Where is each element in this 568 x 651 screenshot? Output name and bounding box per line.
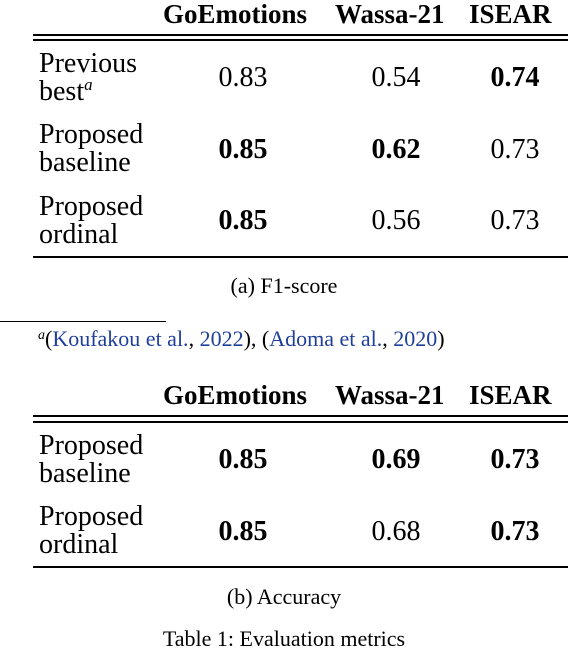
subcaption-a: (a) F1-score (230, 273, 338, 298)
footnote-marker: a (38, 328, 45, 343)
footnote-marker: a (84, 75, 93, 94)
table-cell: 0.85 (218, 205, 268, 236)
column-header-wassa-21: Wassa-21 (335, 380, 445, 410)
row-label-proposed-ordinal: Proposed ordinal (39, 501, 144, 560)
column-header-goemotions: GoEmotions (163, 0, 308, 29)
subcaption-b: (b) Accuracy (226, 584, 342, 609)
citation-link-year[interactable]: 2022 (199, 326, 244, 351)
top-rule-second (33, 421, 568, 423)
table-cell: 0.54 (371, 62, 421, 93)
bottom-rule (33, 566, 568, 568)
table-cell: 0.85 (218, 444, 268, 475)
table-cell: 0.83 (218, 62, 268, 93)
table-cell: 0.73 (490, 134, 540, 165)
table-cell: 0.85 (218, 134, 268, 165)
citation-link-year[interactable]: 2020 (393, 326, 438, 351)
table-cell: 0.62 (371, 134, 421, 165)
column-header-wassa-21: Wassa-21 (335, 0, 445, 29)
row-label-proposed-baseline: Proposed baseline (39, 119, 144, 178)
table-cell: 0.68 (371, 516, 421, 547)
top-rule-second (33, 39, 568, 41)
footnote-rule (0, 321, 166, 323)
table-cell: 0.73 (490, 516, 540, 547)
top-rule (33, 34, 568, 36)
table-cell: 0.74 (490, 62, 540, 93)
row-label-previous-best: Previous besta (39, 48, 137, 107)
table-caption: Table 1: Evaluation metrics (162, 626, 406, 651)
bottom-rule (33, 256, 568, 258)
citation-link-authors[interactable]: Adoma et al. (269, 326, 383, 351)
column-header-isear: ISEAR (469, 0, 552, 29)
table-cell: 0.73 (490, 205, 540, 236)
top-rule (33, 415, 568, 417)
table-cell: 0.73 (490, 444, 540, 475)
row-label-proposed-ordinal: Proposed ordinal (39, 191, 144, 250)
row-label-proposed-baseline: Proposed baseline (39, 430, 144, 489)
column-header-isear: ISEAR (469, 380, 552, 410)
table-cell: 0.85 (218, 516, 268, 547)
table-cell: 0.56 (371, 205, 421, 236)
footnote: a(Koufakou et al., 2022), (Adoma et al.,… (38, 326, 445, 351)
table-cell: 0.69 (371, 444, 421, 475)
citation-link-authors[interactable]: Koufakou et al. (52, 326, 189, 351)
column-header-goemotions: GoEmotions (163, 380, 308, 410)
